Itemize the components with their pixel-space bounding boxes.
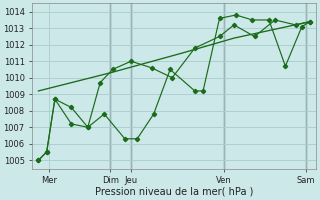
- X-axis label: Pression niveau de la mer( hPa ): Pression niveau de la mer( hPa ): [95, 187, 253, 197]
